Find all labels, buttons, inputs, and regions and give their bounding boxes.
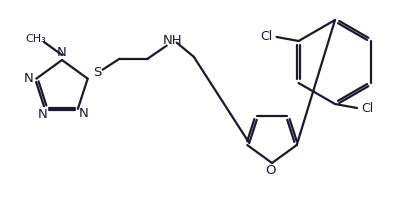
Text: Cl: Cl — [260, 30, 272, 43]
Text: N: N — [37, 108, 47, 121]
Text: O: O — [265, 163, 276, 176]
Text: N: N — [57, 46, 67, 59]
Text: N: N — [23, 72, 33, 85]
Text: S: S — [93, 66, 101, 79]
Text: NH: NH — [162, 34, 182, 47]
Text: N: N — [79, 107, 88, 120]
Text: Cl: Cl — [360, 102, 372, 115]
Text: CH₃: CH₃ — [25, 34, 46, 44]
